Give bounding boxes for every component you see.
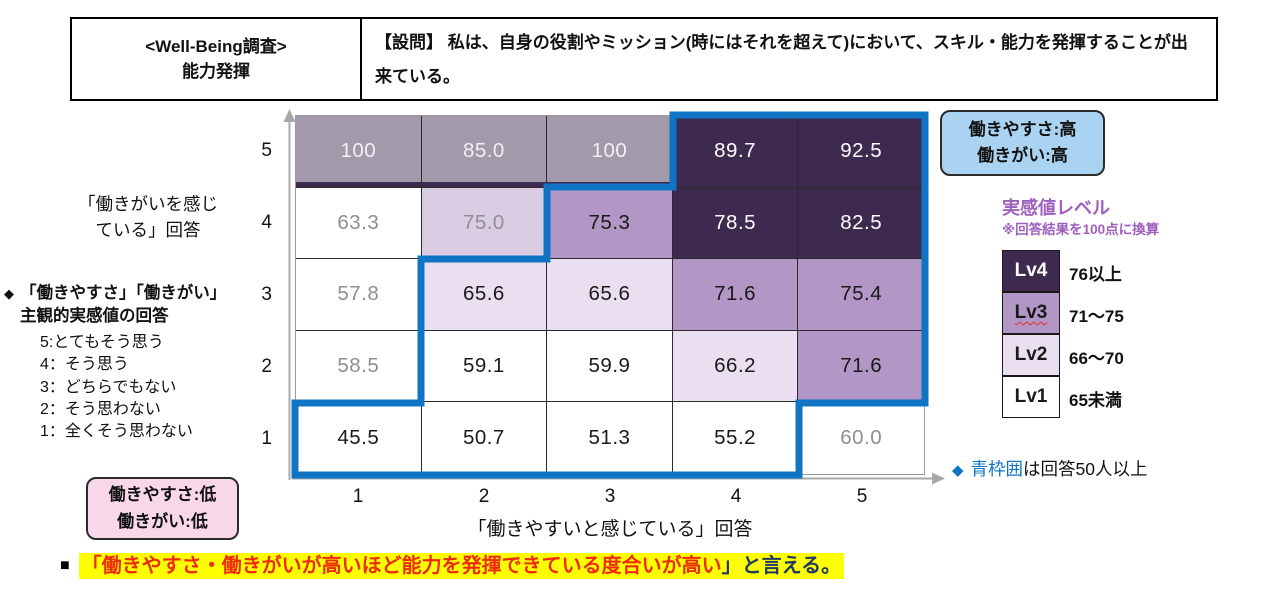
survey-title-line2: 能力発揮 bbox=[182, 62, 250, 81]
scale-list: 5:とてもそう思う 4：そう思う 3：どちらでもない 2：そう思わない 1：全く… bbox=[4, 332, 296, 444]
conclusion-line: ■ 「働きやすさ・働きがいが高いほど能力を発揮できている度合いが高い」と言える。 bbox=[60, 549, 845, 579]
low-low-callout: 働きやすさ:低 働きがい:低 bbox=[86, 477, 239, 540]
legend-swatch-lv2: Lv2 bbox=[1002, 334, 1060, 377]
y-tick-4: 4 bbox=[261, 212, 272, 233]
heatmap-cell-x2-y4: 75.0 bbox=[421, 187, 548, 260]
heatmap-cell-x5-y5: 92.5 bbox=[798, 116, 924, 188]
blue-diamond-icon: ◆ bbox=[952, 462, 964, 479]
scale-item-3: 3：どちらでもない bbox=[40, 378, 177, 396]
x-tick-5: 5 bbox=[856, 486, 868, 507]
legend-range-lv1: 65未満 bbox=[1069, 390, 1122, 410]
heatmap-cell-x2-y3: 65.6 bbox=[421, 259, 548, 331]
legend-range-lv2: 66～70 bbox=[1069, 348, 1124, 368]
legend-swatch-lv4: Lv4 bbox=[1002, 250, 1060, 293]
square-bullet-icon: ■ bbox=[60, 557, 70, 574]
heatmap-cell-x1-y1: 45.5 bbox=[296, 402, 422, 474]
legend-level-table: Lv4 76以上 Lv3 71～75 Lv2 66～70 Lv1 65未満 bbox=[1002, 250, 1124, 419]
heatmap-cell-x1-y3: 57.8 bbox=[296, 259, 422, 331]
conclusion-highlight: 「働きやすさ・働きがいが高いほど能力を発揮できている度合いが高い」と言える。 bbox=[78, 553, 845, 579]
header-box: <Well-Being調査> 能力発揮 【設問】 私は、自身の役割やミッション(… bbox=[70, 17, 1218, 101]
heatmap-cell-x4-y2: 66.2 bbox=[672, 330, 799, 403]
heatmap-grid: 100 85.0 100 89.7 92.5 63.3 75.0 75.3 78.5 82.5 57… bbox=[295, 115, 925, 475]
x-axis-title: 「働きやすいと感じている」回答 bbox=[467, 519, 753, 540]
y-axis-title: 「働きがいを感じ ている」回答 bbox=[78, 194, 218, 241]
scale-item-2: 2：そう思わない bbox=[40, 401, 161, 419]
y-tick-3: 3 bbox=[261, 284, 272, 305]
heatmap-cell-x1-y4: 63.3 bbox=[296, 187, 422, 260]
y-tick-5: 5 bbox=[261, 140, 272, 161]
x-tick-3: 3 bbox=[604, 486, 616, 507]
question-text: 【設問】 私は、自身の役割やミッション(時にはそれを超えて)において、スキル・能… bbox=[375, 33, 1188, 86]
heatmap-cell-x2-y2: 59.1 bbox=[421, 330, 548, 403]
heatmap-cell-x1-y5: 100 bbox=[296, 116, 422, 188]
heatmap-cell-x3-y5: 100 bbox=[547, 116, 673, 188]
x-tick-2: 2 bbox=[478, 486, 490, 507]
legend-swatch-lv1: Lv1 bbox=[1002, 376, 1060, 419]
heatmap-cell-x4-y5: 89.7 bbox=[672, 116, 799, 188]
diamond-icon: ◆ bbox=[4, 286, 14, 301]
blue-frame-note-rest: は回答50人以上 bbox=[1023, 459, 1148, 479]
subjective-heading: 「働きやすさ」「働きがい」 主観的実感値の回答 bbox=[20, 284, 227, 326]
legend-row-lv1: Lv1 65未満 bbox=[1002, 376, 1124, 419]
legend-row-lv2: Lv2 66～70 bbox=[1002, 334, 1124, 377]
x-axis-ticks: 1 2 3 4 5 bbox=[295, 486, 925, 508]
legend-subtitle: ※回答結果を100点に換算 bbox=[1002, 222, 1160, 237]
legend-swatch-lv3: Lv3 bbox=[1002, 292, 1060, 335]
heatmap-cell-x1-y2: 58.5 bbox=[296, 330, 422, 403]
heatmap-cell-x4-y4: 78.5 bbox=[672, 187, 799, 260]
heatmap-cell-x5-y3: 75.4 bbox=[798, 259, 924, 331]
heatmap-cell-x4-y3: 71.6 bbox=[672, 259, 799, 331]
x-tick-1: 1 bbox=[352, 486, 364, 507]
heatmap-cell-x2-y1: 50.7 bbox=[421, 402, 548, 474]
legend-range-lv4: 76以上 bbox=[1069, 264, 1122, 284]
heatmap-cell-x5-y1: 60.0 bbox=[798, 402, 924, 474]
legend-range-lv3: 71～75 bbox=[1069, 306, 1124, 326]
heatmap-cell-x3-y3: 65.6 bbox=[547, 259, 673, 331]
x-tick-4: 4 bbox=[730, 486, 742, 507]
subjective-block: ◆ 「働きやすさ」「働きがい」 主観的実感値の回答 5:とてもそう思う 4：そう… bbox=[4, 282, 296, 444]
y-tick-1: 1 bbox=[261, 428, 272, 449]
high-high-callout: 働きやすさ:高 働きがい:高 bbox=[940, 110, 1105, 176]
heatmap-cell-x4-y1: 55.2 bbox=[672, 402, 799, 474]
heatmap-cell-x3-y4: 75.3 bbox=[547, 187, 673, 260]
legend-row-lv3: Lv3 71～75 bbox=[1002, 292, 1124, 335]
y-tick-2: 2 bbox=[261, 356, 272, 377]
survey-title: <Well-Being調査> 能力発揮 bbox=[72, 19, 362, 99]
conclusion-red-text: 「働きやすさ・働きがいが高いほど能力を発揮できている度合いが高い bbox=[81, 555, 722, 577]
heatmap-cell-x5-y4: 82.5 bbox=[798, 187, 924, 260]
scale-item-1: 1：全くそう思わない bbox=[40, 423, 193, 441]
blue-frame-note-keyword: 青枠囲 bbox=[970, 459, 1024, 479]
legend-row-lv4: Lv4 76以上 bbox=[1002, 250, 1124, 293]
scale-item-4: 4：そう思う bbox=[40, 356, 129, 374]
survey-title-line1: <Well-Being調査> bbox=[145, 36, 287, 56]
blue-frame-note: ◆ 青枠囲は回答50人以上 bbox=[952, 456, 1148, 481]
heatmap-cell-x2-y5: 85.0 bbox=[421, 116, 548, 188]
heatmap-cell-x5-y2: 71.6 bbox=[798, 330, 924, 403]
heatmap-cell-x3-y1: 51.3 bbox=[547, 402, 673, 474]
legend-title: 実感値レベル bbox=[1002, 198, 1110, 218]
scale-item-5: 5:とてもそう思う bbox=[40, 333, 164, 351]
y-axis-ticks: 5 4 3 2 1 bbox=[238, 115, 278, 475]
conclusion-navy-text: 」と言える。 bbox=[721, 555, 842, 577]
heatmap-cell-x3-y2: 59.9 bbox=[547, 330, 673, 403]
